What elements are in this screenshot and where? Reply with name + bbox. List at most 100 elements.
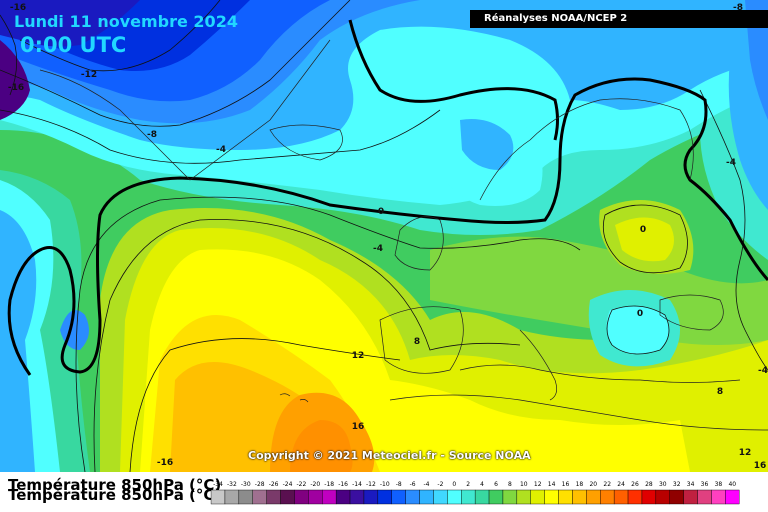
label-16: 16	[352, 422, 365, 432]
coastline-iceland	[269, 124, 343, 161]
contour-minus12	[19, 0, 221, 72]
label-0-a: 0	[378, 207, 384, 217]
colorbar-tick: 36	[701, 481, 709, 488]
colorbar-tick: 30	[659, 481, 667, 488]
coastline-scandinavia	[479, 98, 694, 201]
colorbar-swatch	[252, 489, 267, 505]
label-minus16-b: -16	[8, 83, 24, 93]
contour-minus16	[0, 14, 18, 96]
colorbar-tick: -30	[241, 481, 251, 488]
copyright-notice: Copyright © 2021 Meteociel.fr - Source N…	[248, 449, 531, 462]
data-source-banner: Réanalyses NOAA/NCEP 2	[470, 10, 768, 28]
colorbar-tick: 28	[645, 481, 653, 488]
colorbar-swatch	[516, 489, 531, 505]
colorbar-swatch	[266, 489, 281, 505]
coastline-britain	[394, 216, 444, 271]
colorbar-swatch	[210, 489, 226, 505]
colorbar-swatch	[697, 489, 712, 505]
colorbar-tick: -14	[352, 481, 362, 488]
map-date: Lundi 11 novembre 2024	[14, 12, 238, 31]
colorbar-swatch	[433, 489, 448, 505]
label-minus8-b: -8	[733, 3, 743, 13]
colorbar-swatch	[655, 489, 670, 505]
colorbar-tick: 10	[520, 481, 528, 488]
colorbar-tick: -24	[283, 481, 293, 488]
colorbar-tick: -10	[380, 481, 390, 488]
colorbar-swatch	[572, 489, 587, 505]
colorbar-tick: -8	[396, 481, 402, 488]
colorbar-tick: 6	[494, 481, 498, 488]
colorbar-swatch	[238, 489, 253, 505]
legend-title: Température 850hPa (°C)	[8, 476, 222, 494]
temperature-map: -16 -16 -12 -8 -8 -4 -4 0 0 -4 -4 0 0 8 …	[0, 0, 768, 472]
contour-minus8	[0, 0, 351, 127]
colorbar-swatch	[294, 489, 309, 505]
colorbar-swatch	[683, 489, 698, 505]
coastline-mediterranean	[459, 364, 741, 383]
colorbar-tick: -18	[324, 481, 334, 488]
colorbar-tick: 38	[715, 481, 723, 488]
colorbar-tick: 32	[673, 481, 681, 488]
contour-4	[75, 196, 581, 472]
color-legend: Température 850hPa (°C) Température 850h…	[0, 472, 768, 512]
east-side-sky	[745, 0, 768, 120]
colorbar-swatch	[363, 489, 379, 505]
colorbar-swatch	[669, 489, 684, 505]
contour-east-0-blob	[606, 305, 670, 355]
colorbar-swatch	[349, 489, 365, 505]
contour-labels: -16 -16 -12 -8 -8 -4 -4 0 0 -4 -4 0 0 8 …	[8, 3, 768, 471]
colorbar-tick: 18	[576, 481, 584, 488]
colorbar-swatch	[405, 489, 420, 505]
colorbar-tick: -32	[227, 481, 237, 488]
map-time: 0:00 UTC	[20, 33, 127, 57]
colorbar-swatch	[725, 489, 740, 505]
colorbar-tick: 22	[603, 481, 611, 488]
contour-12	[129, 338, 401, 472]
colorbar-tick: 40	[728, 481, 736, 488]
colorbar-tick: -6	[410, 481, 416, 488]
east-cold-cyan	[606, 306, 669, 354]
label-minus12: -12	[81, 70, 97, 80]
colorbar-tick: -4	[424, 481, 430, 488]
colorbar-swatch	[308, 489, 323, 505]
contour-lines	[0, 0, 768, 472]
colorbar-tick: 14	[548, 481, 556, 488]
colorbar-swatch	[224, 489, 240, 505]
colorbar-tick: 0	[452, 481, 456, 488]
colorbar-swatch	[558, 489, 573, 505]
colorbar-swatch	[711, 489, 726, 505]
label-minus4-b: -4	[726, 158, 736, 168]
contour-east-minus4	[699, 89, 768, 371]
colorbar-swatch	[419, 489, 434, 505]
central-europe-lemon	[615, 217, 674, 262]
colorbar-tick: 2	[466, 481, 470, 488]
colorbar-swatch	[461, 489, 476, 505]
colorbar-tick: -2	[437, 481, 443, 488]
colorbar-swatch	[488, 489, 504, 505]
polar-deep-blue	[0, 0, 140, 47]
colorbar-swatch	[280, 489, 295, 505]
colorbar-swatch	[474, 489, 490, 505]
north-light-blue	[460, 119, 514, 170]
label-8: 8	[414, 337, 420, 347]
label-minus16-a: -16	[10, 3, 26, 13]
colorbar: -34 -32 -30 -28 -26 -24 -22 -20 -18 -16 -14 -12 -10-…	[210, 481, 740, 505]
colorbar-tick: 8	[508, 481, 512, 488]
label-0-c: 0	[637, 309, 643, 319]
coastline-canary	[279, 393, 309, 403]
contour-minus4	[0, 109, 441, 164]
coastline-iberia	[379, 306, 464, 374]
label-12-east: 12	[739, 448, 752, 458]
colorbar-tick: -26	[269, 481, 279, 488]
colorbar-tick: 20	[589, 481, 597, 488]
colorbar-tick: 12	[534, 481, 542, 488]
colorbar-tick: -28	[255, 481, 265, 488]
colorbar-tick: -20	[310, 481, 320, 488]
label-minus4-c: -4	[373, 244, 383, 254]
contour-8	[93, 219, 521, 472]
colorbar-swatch	[641, 489, 657, 505]
coastline-greenland	[39, 39, 331, 181]
colorbar-swatch	[322, 489, 337, 505]
colorbar-tick: 26	[631, 481, 639, 488]
